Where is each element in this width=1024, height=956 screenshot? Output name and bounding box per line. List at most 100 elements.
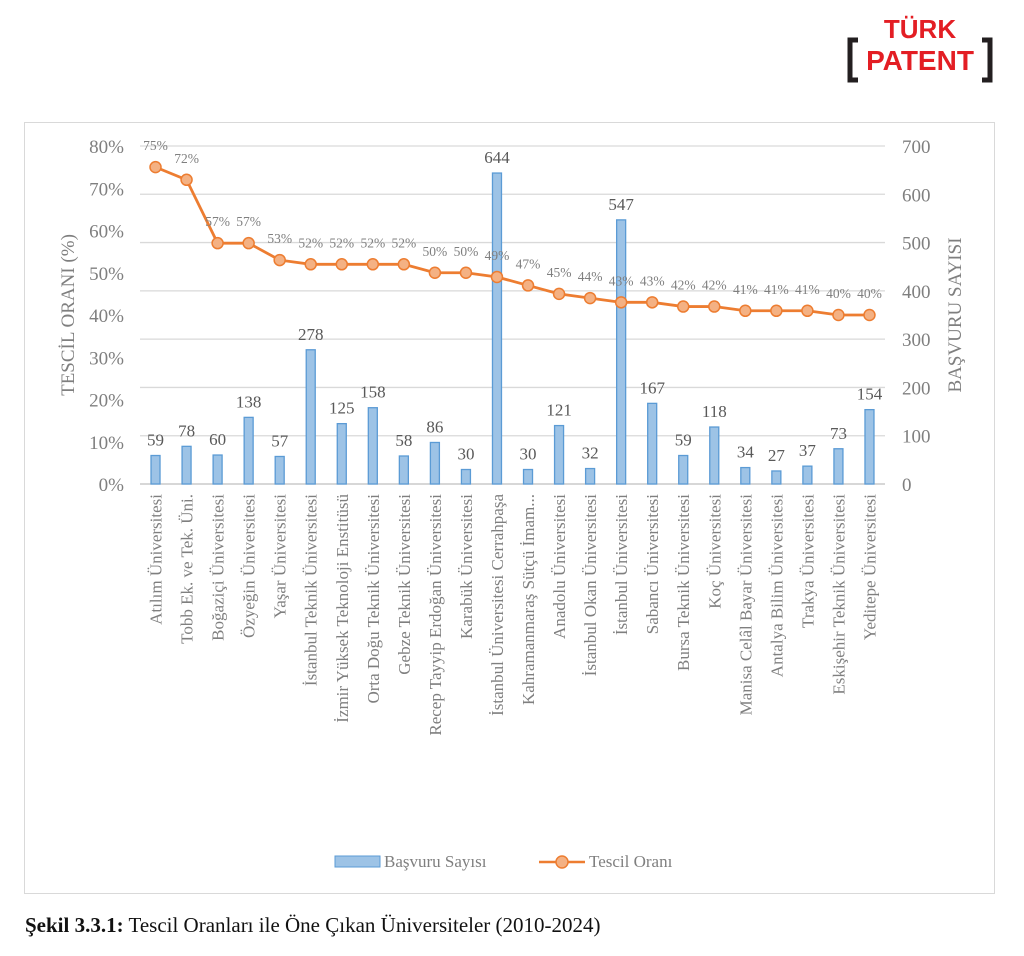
- bar: [305, 349, 316, 485]
- bar-value-label: 73: [830, 424, 847, 443]
- category-label: Bursa Teknik Üniversitesi: [674, 494, 693, 671]
- bar-value-label: 30: [520, 445, 537, 464]
- line-value-label: 40%: [857, 286, 882, 301]
- tescil-orani-line: [154, 165, 870, 317]
- bar-value-label: 547: [608, 195, 634, 214]
- bar: [647, 402, 658, 485]
- y-right-tick-label: 300: [902, 330, 931, 351]
- legend-bar-label: Başvuru Sayısı: [384, 852, 487, 871]
- line-marker: [645, 296, 659, 309]
- line-value-label: 50%: [423, 244, 448, 259]
- bar-value-label: 32: [582, 444, 599, 463]
- turk-patent-logo: TÜRK PATENT: [847, 14, 993, 83]
- bar-value-label: 58: [395, 431, 412, 450]
- category-label: Özyeğin Üniversitesi: [240, 494, 259, 638]
- line-marker: [180, 173, 193, 187]
- bar-value-label: 78: [178, 421, 195, 440]
- bar: [864, 408, 875, 485]
- line-marker: [521, 279, 535, 292]
- category-label: İstanbul Okan Üniversitesi: [581, 494, 600, 677]
- line-value-label: 75%: [143, 138, 168, 153]
- y-right-tick-label: 500: [902, 234, 931, 255]
- y-left-tick-label: 0%: [99, 475, 125, 496]
- line-marker: [335, 258, 349, 271]
- y-right-tick-label: 400: [902, 282, 931, 303]
- bar: [740, 466, 751, 485]
- category-label: İstanbul Üniversitesi Cerrahpaşa: [488, 494, 507, 716]
- line-marker: [428, 266, 442, 279]
- y-left-tick-label: 80%: [89, 137, 124, 158]
- bar: [833, 448, 844, 485]
- bar-value-label: 167: [639, 378, 665, 397]
- category-labels: Atılım Üniversitesi Tobb Ek. ve Tek. Üni.…: [147, 494, 880, 736]
- logo-left-bracket: [847, 37, 858, 83]
- legend-line-label: Tescil Oranı: [589, 852, 673, 871]
- bar-value-label: 59: [675, 431, 692, 450]
- y-right-tick-label: 600: [902, 185, 931, 206]
- category-label: Anadolu Üniversitesi: [550, 494, 569, 639]
- logo-right-bracket: [982, 37, 993, 83]
- bar-value-label: 121: [546, 401, 572, 420]
- line-value-label: 50%: [454, 244, 479, 259]
- bar-value-label: 154: [857, 385, 883, 404]
- caption-label: Şekil 3.3.1:: [25, 913, 124, 937]
- legend: Başvuru Sayısı Tescil Oranı: [334, 852, 673, 871]
- line-value-label: 41%: [764, 282, 789, 297]
- category-label: Eskişehir Teknik Üniversitesi: [829, 494, 848, 695]
- y-left-tick-label: 70%: [89, 179, 124, 200]
- bar-value-label: 138: [236, 392, 262, 411]
- bar: [150, 454, 161, 485]
- category-label: Boğaziçi Üniversitesi: [209, 494, 228, 641]
- y-left-tick-label: 30%: [89, 348, 124, 369]
- axes: 0 100 200 300 400 500 600 700 0% 10% 20% 30% 40% 50% 6…: [89, 137, 930, 496]
- chart-frame: [24, 122, 995, 894]
- line-marker: [366, 258, 380, 271]
- category-label: Recep Tayyip Erdoğan Üniversitesi: [426, 494, 445, 736]
- line-marker: [863, 308, 876, 322]
- category-label: Koç Üniversitesi: [705, 494, 724, 609]
- category-label: Antalya Bilim Üniversitesi: [767, 494, 786, 677]
- category-label: Yeditepe Üniversitesi: [860, 494, 879, 640]
- legend-line-marker: [555, 855, 569, 869]
- bar: [460, 468, 472, 485]
- y-left-axis-title: TESCİL ORANI (%): [58, 234, 79, 396]
- logo-line2: PATENT: [866, 45, 974, 76]
- line-marker: [304, 258, 317, 271]
- bar-series: [150, 172, 875, 485]
- y-left-tick-label: 60%: [89, 222, 124, 243]
- bar-value-label: 57: [271, 431, 289, 450]
- bar-value-label: 30: [457, 445, 474, 464]
- bar-value-label: 118: [702, 402, 727, 421]
- bar: [584, 467, 596, 485]
- bar: [367, 407, 378, 485]
- line-marker: [583, 291, 597, 305]
- bar-value-label: 37: [799, 441, 817, 460]
- logo-line1: TÜRK: [884, 14, 956, 44]
- legend-bar-swatch: [334, 855, 381, 868]
- category-label: Sabancı Üniversitesi: [643, 494, 662, 634]
- category-label: İzmir Yüksek Teknoloji Enstitüsü: [333, 494, 352, 723]
- line-marker: [801, 304, 814, 318]
- y-left-tick-label: 50%: [89, 264, 124, 285]
- y-left-tick-label: 20%: [89, 391, 124, 412]
- category-label: Manisa Celâl Bayar Üniversitesi: [736, 494, 755, 716]
- line-marker: [397, 258, 411, 271]
- bar: [181, 445, 192, 485]
- category-label: İstanbul Teknik Üniversitesi: [302, 494, 321, 686]
- line-value-label: 40%: [826, 286, 851, 301]
- line-marker: [490, 270, 504, 284]
- bar: [212, 454, 223, 485]
- bar: [274, 455, 285, 485]
- category-label: Tobb Ek. ve Tek. Üni.: [178, 494, 197, 644]
- y-left-tick-label: 40%: [89, 306, 124, 327]
- bar: [491, 172, 503, 485]
- line-marker: [273, 253, 286, 267]
- line-marker: [708, 300, 721, 313]
- gridlines: [140, 145, 885, 485]
- category-label: Trakya Üniversitesi: [798, 494, 817, 628]
- bar: [802, 465, 813, 485]
- category-label: Yaşar Üniversitesi: [271, 494, 290, 619]
- line-value-label: 42%: [702, 278, 727, 293]
- figure-caption: Şekil 3.3.1: Tescil Oranları ile Öne Çık…: [25, 913, 601, 938]
- line-value-label: 52%: [329, 235, 354, 250]
